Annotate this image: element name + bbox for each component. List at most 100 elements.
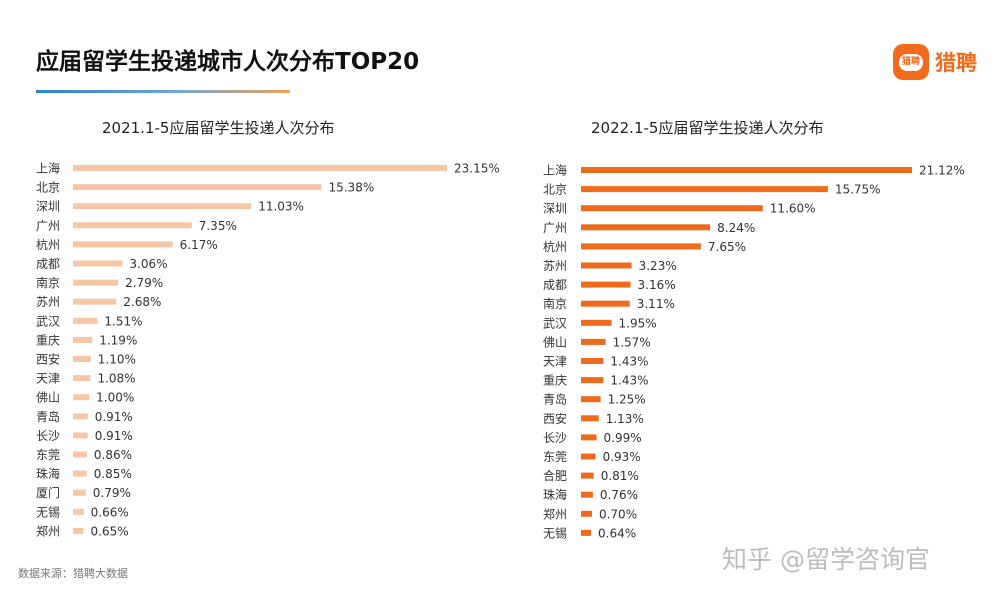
category-label: 佛山	[543, 335, 567, 349]
bar	[73, 489, 86, 496]
category-label: 上海	[36, 161, 60, 176]
value-label: 2.68%	[123, 295, 161, 309]
value-label: 3.16%	[638, 278, 676, 292]
bar	[581, 358, 604, 364]
category-label: 无锡	[36, 504, 60, 519]
category-label: 长沙	[543, 431, 567, 445]
category-label: 北京	[36, 181, 60, 195]
value-label: 3.11%	[637, 297, 675, 311]
chart-2021: 上海 23.15% 北京 15.38% 深圳 11.03% 广州 7.35% 杭州 6.17% 成都…	[36, 161, 500, 539]
bar	[73, 298, 117, 305]
category-label: 青岛	[36, 409, 60, 424]
category-label: 深圳	[543, 202, 567, 216]
bar	[73, 375, 91, 382]
bar	[581, 510, 592, 517]
category-label: 成都	[543, 278, 567, 292]
value-label: 1.51%	[104, 314, 142, 328]
category-label: 广州	[36, 219, 60, 233]
logo-icon: 猎聘	[893, 44, 929, 80]
value-label: 2.79%	[125, 276, 163, 290]
bar	[581, 491, 593, 498]
value-label: 7.65%	[708, 240, 746, 254]
bar	[73, 451, 87, 458]
bar	[73, 260, 123, 267]
bar	[73, 165, 447, 171]
value-label: 15.38%	[328, 181, 374, 195]
category-label: 天津	[543, 355, 567, 369]
data-source: 数据来源：猎聘大数据	[18, 567, 128, 580]
category-label: 成都	[36, 257, 60, 271]
bar	[581, 186, 828, 193]
bar	[581, 396, 601, 403]
value-label: 0.70%	[599, 507, 637, 521]
bar	[73, 203, 252, 210]
category-label: 合肥	[543, 468, 567, 483]
bar	[581, 529, 592, 536]
bar	[581, 243, 701, 250]
value-label: 1.10%	[98, 353, 136, 367]
value-label: 11.60%	[770, 202, 816, 216]
value-label: 0.91%	[95, 410, 133, 424]
bar	[581, 300, 630, 307]
value-label: 21.12%	[919, 164, 965, 178]
value-label: 1.08%	[97, 372, 135, 386]
bar	[581, 167, 912, 173]
value-label: 23.15%	[454, 162, 500, 176]
category-label: 重庆	[543, 374, 567, 388]
bar	[73, 279, 119, 286]
value-label: 6.17%	[180, 238, 218, 252]
value-label: 1.19%	[99, 333, 137, 347]
category-label: 武汉	[36, 314, 60, 328]
bar	[73, 470, 87, 477]
category-label: 厦门	[36, 485, 60, 500]
category-label: 天津	[36, 372, 60, 386]
value-label: 1.43%	[610, 374, 648, 388]
logo-icon-text: 猎聘	[899, 53, 923, 71]
value-label: 0.64%	[598, 526, 636, 540]
bar	[73, 394, 90, 401]
value-label: 0.91%	[95, 429, 133, 443]
chart-2022: 上海 21.12% 北京 15.75% 深圳 11.60% 广州 8.24% 杭州 7.65% 苏州…	[543, 163, 965, 541]
value-label: 0.85%	[94, 467, 132, 481]
title-underline	[36, 90, 290, 93]
value-label: 15.75%	[835, 183, 881, 197]
bar	[73, 508, 84, 515]
logo-text: 猎聘	[935, 51, 977, 75]
bar	[581, 472, 594, 479]
bar	[581, 377, 604, 384]
bar	[73, 317, 98, 324]
watermark: 知乎 @留学咨询官	[722, 545, 930, 574]
category-label: 西安	[543, 411, 567, 426]
category-label: 珠海	[36, 466, 60, 481]
bar	[581, 319, 612, 326]
bar	[73, 356, 91, 362]
bar	[73, 432, 88, 439]
category-label: 郑州	[543, 506, 567, 521]
value-label: 1.95%	[619, 316, 657, 330]
value-label: 0.66%	[91, 505, 129, 519]
value-label: 0.99%	[604, 431, 642, 445]
value-label: 3.06%	[129, 257, 167, 271]
bar	[581, 453, 596, 460]
value-label: 1.25%	[608, 393, 646, 407]
page-title: 应届留学生投递城市人次分布TOP20	[36, 49, 420, 75]
value-label: 0.93%	[603, 450, 641, 464]
value-label: 0.79%	[93, 486, 131, 500]
category-label: 东莞	[543, 450, 567, 464]
bar	[73, 222, 192, 229]
category-label: 长沙	[36, 429, 60, 443]
value-label: 8.24%	[717, 221, 755, 235]
value-label: 0.65%	[91, 524, 129, 538]
category-label: 无锡	[543, 525, 567, 540]
category-label: 杭州	[36, 237, 60, 252]
category-label: 苏州	[36, 295, 60, 309]
liepin-logo: 猎聘 猎聘	[893, 44, 977, 80]
category-label: 东莞	[36, 448, 60, 462]
bar	[581, 415, 599, 422]
value-label: 0.81%	[601, 469, 639, 483]
value-label: 0.76%	[600, 488, 638, 502]
category-label: 郑州	[36, 523, 60, 538]
value-label: 3.23%	[639, 259, 677, 273]
chart-title-2021: 2021.1-5应届留学生投递人次分布	[102, 119, 335, 137]
bar	[581, 281, 631, 288]
